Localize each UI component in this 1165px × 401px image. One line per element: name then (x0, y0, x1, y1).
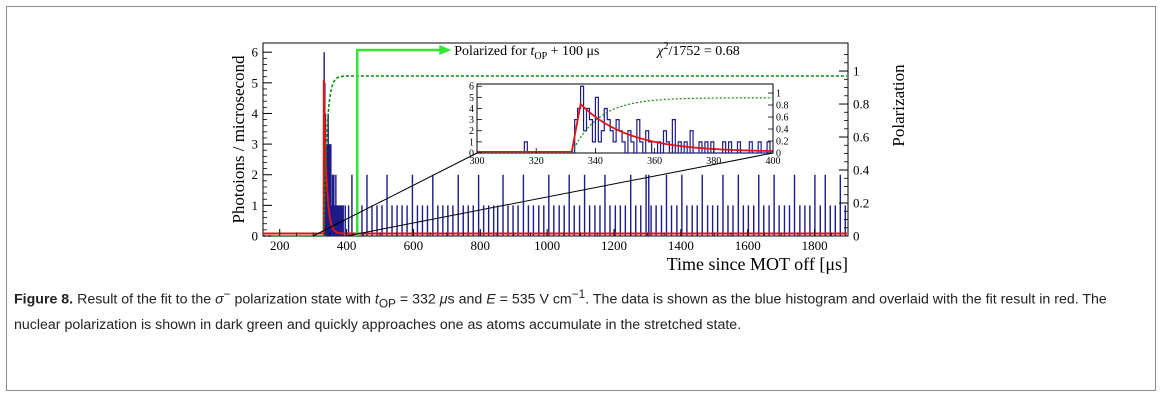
x-tick-label: 200 (270, 238, 290, 253)
inset-y-tick-label: 4 (469, 104, 474, 115)
inset-y2-tick-label: 0.2 (776, 137, 789, 148)
y2-tick-label: 1 (853, 64, 860, 79)
inset-y2-tick-label: 0.8 (776, 101, 789, 112)
zoom-line-left (312, 152, 478, 237)
y-tick-label: 5 (252, 75, 259, 90)
inset-x-tick-label: 300 (470, 156, 485, 167)
figure-frame (6, 6, 1156, 391)
chi-square-annotation: χ2/1752 = 0.68 (655, 41, 739, 59)
y-tick-label: 6 (252, 45, 259, 60)
y2-axis-label: Polarization (889, 64, 908, 147)
fit-curve (263, 79, 847, 235)
y-tick-label: 3 (252, 137, 259, 152)
inset-x-tick-label: 360 (647, 156, 662, 167)
inset-y2-tick-label: 0 (776, 149, 781, 160)
caption-label: Figure 8. (14, 291, 74, 308)
polarization-curve (263, 75, 847, 237)
x-tick-label: 1800 (802, 238, 828, 253)
inset-fit-curve (477, 102, 774, 153)
zoom-line-right (346, 152, 774, 237)
y-axis-label: Photoions / microsecond (229, 55, 248, 224)
y-tick-label: 0 (252, 229, 259, 244)
x-tick-label: 1200 (601, 238, 627, 253)
arrow-head (439, 45, 452, 55)
x-tick-label: 1400 (668, 238, 694, 253)
x-tick-label: 800 (471, 238, 491, 253)
x-tick-label: 600 (404, 238, 424, 253)
inset-x-tick-label: 340 (588, 156, 603, 167)
inset-y2-tick-label: 0.6 (776, 113, 789, 124)
inset-y-tick-label: 5 (469, 93, 474, 104)
inset-x-tick-label: 400 (766, 156, 781, 167)
inset-y2-tick-label: 0.4 (776, 125, 789, 136)
inset-y-tick-label: 6 (469, 82, 474, 93)
inset-polarization-curve (477, 97, 773, 154)
y2-tick-label: 0 (853, 229, 860, 244)
inset-y-tick-label: 2 (469, 126, 474, 137)
polarized-arrow (356, 48, 441, 236)
polarized-annotation: Polarized for tOP + 100 μs (454, 44, 599, 62)
y2-tick-label: 0.2 (853, 196, 869, 211)
x-tick-label: 400 (337, 238, 357, 253)
figure-caption: Figure 8. Result of the fit to the σ− po… (14, 287, 1107, 333)
x-axis-label: Time since MOT off [μs] (667, 254, 848, 274)
y2-tick-label: 0.8 (853, 97, 869, 112)
inset-y-tick-label: 0 (469, 149, 474, 160)
plot-frame (262, 42, 849, 237)
x-tick-label: 1000 (534, 238, 560, 253)
inset-x-tick-label: 320 (529, 156, 544, 167)
y-tick-label: 1 (252, 198, 259, 213)
inset-y-tick-label: 3 (469, 115, 474, 126)
y2-tick-label: 0.6 (853, 130, 870, 145)
x-tick-label: 1600 (735, 238, 761, 253)
inset-x-tick-label: 380 (706, 156, 721, 167)
y-tick-label: 2 (252, 167, 259, 182)
figure-chart: 200 400 600 800 1000 1200 1400 1600 180001234560… (229, 41, 908, 274)
inset-y2-tick-label: 1 (776, 89, 781, 100)
inset-y-tick-label: 1 (469, 137, 474, 148)
y2-tick-label: 0.4 (853, 163, 870, 178)
y-tick-label: 4 (252, 106, 259, 121)
